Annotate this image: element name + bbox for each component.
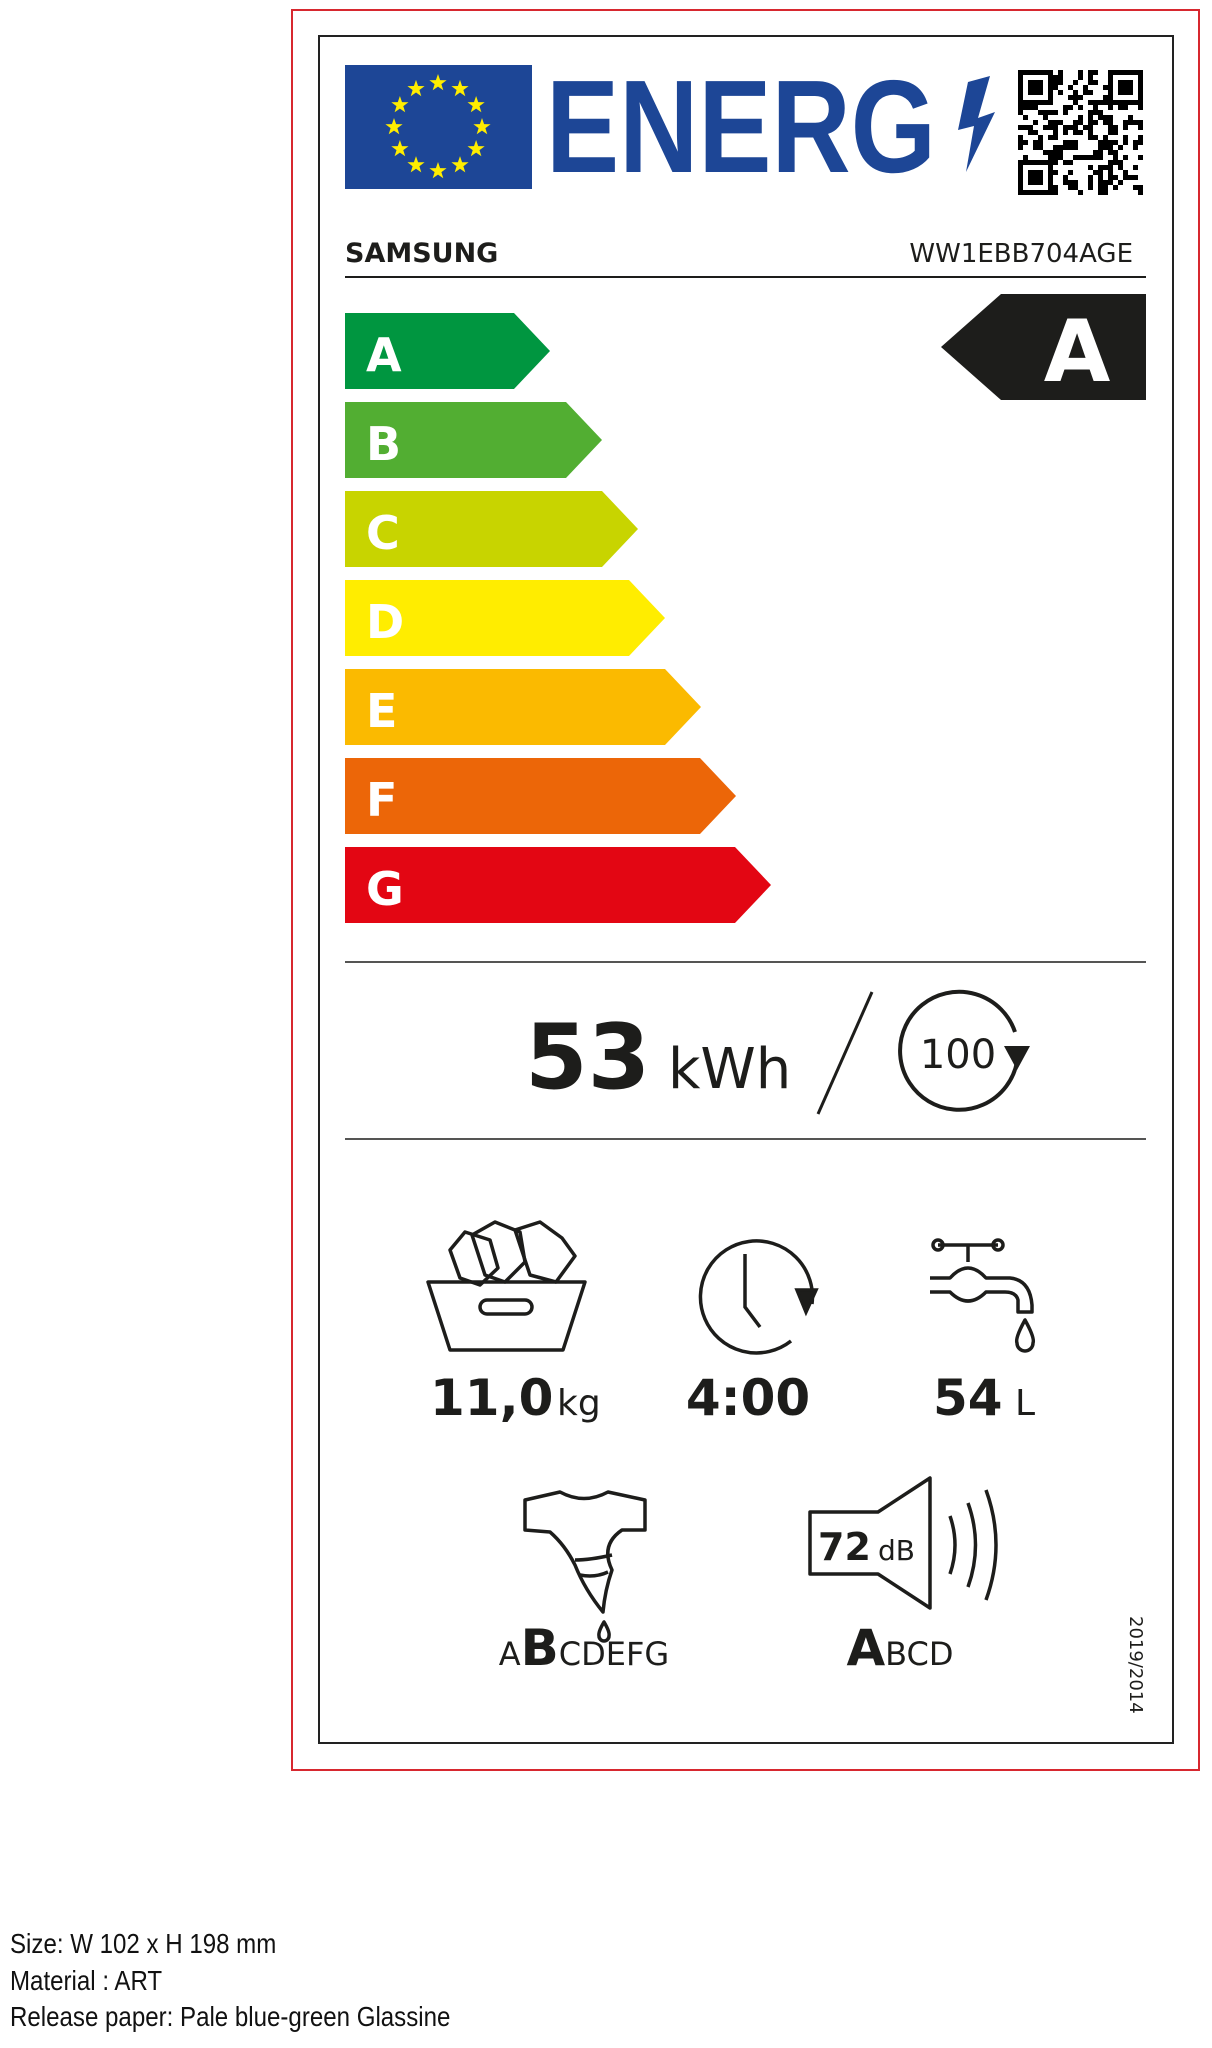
rating-arrow: A [941,294,1146,402]
eu-star-icon [385,118,403,135]
eu-flag-icon [345,65,532,189]
energy-wordmark: ENERG [546,53,936,200]
footer-material: Material : ART [10,1965,163,1996]
slash [816,991,874,1115]
noise-class-scale: ABCD [846,1619,953,1677]
programme-duration: 4:00 [686,1369,810,1427]
energy-class-bar-g: G [345,847,771,923]
noise-value: 72 [818,1525,871,1569]
energy-class-letter: E [366,684,397,738]
energy-class-letter: D [366,595,404,649]
energy-class-letter: A [366,328,402,382]
eu-star-icon [429,74,447,91]
spin-class-scale: ABCDEFG [499,1619,669,1677]
footer-release-paper: Release paper: Pale blue-green Glassine [10,2001,451,2032]
eu-star-icon [473,118,491,135]
eu-star-icon [467,96,485,113]
spin-drying-shirt-icon [523,1490,647,1643]
laundry-basket-icon [426,1220,587,1352]
eu-star-icon [391,96,409,113]
regulation-number: 2019/2014 [1125,1616,1146,1714]
eu-star-icon [407,79,425,97]
energy-class-bar-e: E [345,669,701,745]
rating-letter: A [1044,302,1111,402]
energy-class-letter: F [366,773,397,827]
capacity-value: 11,0 [430,1369,553,1427]
energy-class-bar-c: C [345,491,638,567]
capacity-unit: kg [557,1383,601,1424]
cycles-icon: 100 [898,989,1030,1112]
water-consumption-unit: L [1015,1383,1035,1424]
energy-class-letter: C [366,506,400,560]
energy-class-bar-a: A [345,313,550,389]
eu-star-icon [451,156,469,173]
energy-class-letter: G [366,862,404,916]
energy-class-bar-f: F [345,758,736,834]
clock-icon [698,1239,819,1355]
eu-star-icon [407,156,425,173]
water-consumption-value: 54 [933,1369,1003,1427]
model-number: WW1EBB704AGE [909,239,1133,269]
qr-code [1018,70,1143,195]
energy-class-letter: B [366,417,401,471]
eu-star-icon [391,140,409,157]
energy-class-bar-b: B [345,402,602,478]
energy-consumption-unit: kWh [668,1037,791,1102]
brand-name: SAMSUNG [345,238,498,269]
cut-line-border [291,9,1200,1771]
water-tap-icon [930,1238,1036,1353]
lightning-icon [958,76,995,172]
noise-unit: dB [878,1534,915,1567]
noise-speaker-icon [808,1476,998,1610]
footer-size: Size: W 102 x H 198 mm [10,1928,277,1959]
eu-star-icon [467,140,485,157]
eu-star-icon [451,79,469,97]
cycles-count: 100 [920,1032,996,1078]
energy-class-bar-d: D [345,580,665,656]
energy-consumption-value: 53 [525,1005,650,1110]
eu-star-icon [429,162,447,179]
label-border [318,35,1174,1744]
